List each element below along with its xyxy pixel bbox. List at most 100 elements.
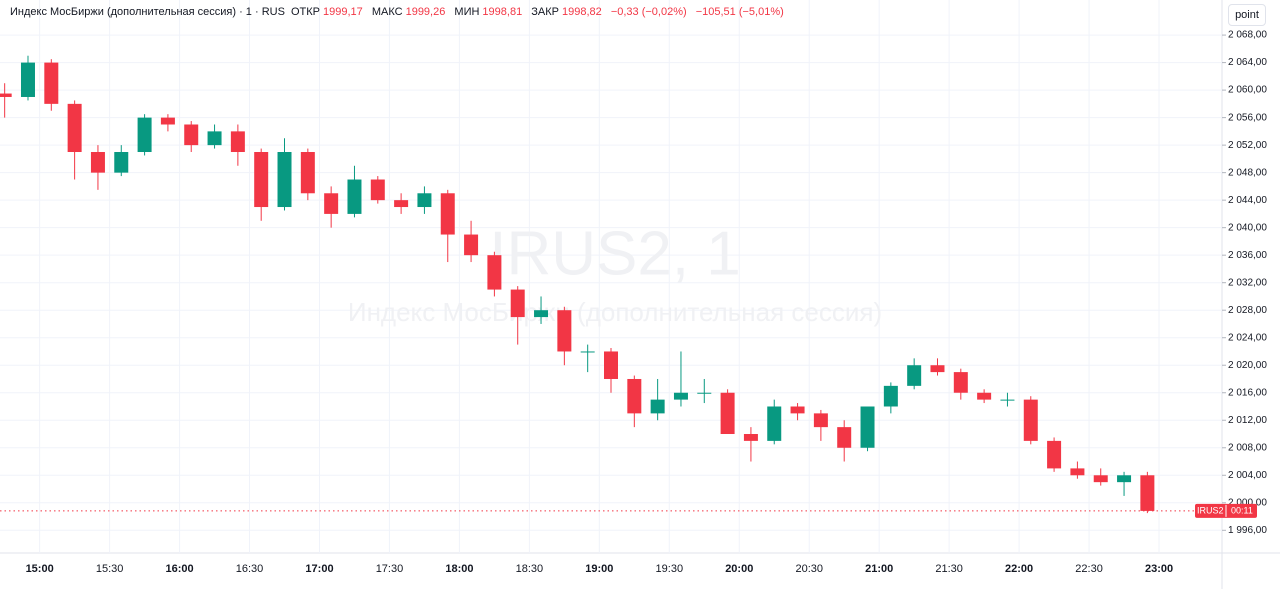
y-tick-label: 2 060,00 [1228, 85, 1267, 96]
candle-body [627, 378, 642, 414]
candle-body [207, 131, 222, 146]
candle-body [790, 406, 805, 414]
candle-body [324, 193, 339, 214]
symbol-title: Индекс МосБиржи (дополнительная сессия) … [10, 6, 285, 18]
low-value: 1998,81 [482, 6, 523, 18]
candle-body [347, 179, 362, 214]
candle-body [20, 62, 35, 97]
x-tick-label: 20:30 [795, 563, 823, 575]
candle-body [394, 200, 409, 208]
candle-body [650, 399, 665, 414]
candle-body [977, 392, 992, 400]
y-tick-label: 2 012,00 [1228, 415, 1267, 426]
y-tick-label: 2 048,00 [1228, 167, 1267, 178]
x-tick-label: 18:30 [516, 563, 544, 575]
x-tick-label: 17:00 [305, 563, 333, 575]
candle-body [137, 117, 152, 153]
x-tick-label: 16:30 [236, 563, 264, 575]
y-tick-label: 1 996,00 [1228, 525, 1267, 536]
x-tick-label: 15:00 [26, 563, 54, 575]
x-tick-label: 21:00 [865, 563, 893, 575]
y-tick-label: 2 036,00 [1228, 250, 1267, 261]
change: −0,33 (−0,02%) [610, 6, 687, 18]
candle-body [1117, 475, 1132, 483]
candle-body [114, 152, 129, 173]
y-tick-label: 2 016,00 [1228, 387, 1267, 398]
candle-body [417, 193, 432, 208]
candle-body [534, 310, 549, 318]
y-tick-label: 2 044,00 [1228, 195, 1267, 206]
change-total: −105,51 (−5,01%) [695, 6, 784, 18]
symbol-label: IRUS2 [1197, 505, 1224, 515]
y-tick-label: 2 004,00 [1228, 470, 1267, 481]
candle-body [254, 152, 269, 208]
x-tick-label: 19:30 [656, 563, 684, 575]
candle-body [907, 365, 922, 386]
y-tick-label: 2 056,00 [1228, 112, 1267, 123]
high-label: МАКС [371, 6, 403, 18]
candle-body [1023, 399, 1038, 441]
scale-button[interactable]: point [1228, 4, 1266, 26]
candle-body [44, 62, 59, 104]
candle-body [300, 152, 315, 194]
candle-body [604, 351, 618, 379]
candle-body [487, 255, 502, 290]
candle-body [860, 406, 875, 448]
candle-body [277, 152, 292, 208]
y-tick-label: 2 064,00 [1228, 57, 1267, 68]
y-tick-label: 2 068,00 [1228, 30, 1267, 41]
countdown: 00:11 [1231, 505, 1253, 515]
candle-body [510, 289, 525, 318]
x-tick-label: 22:30 [1075, 563, 1103, 575]
y-tick-label: 2 020,00 [1228, 360, 1267, 371]
y-tick-label: 2 024,00 [1228, 332, 1267, 343]
candle-body [1070, 468, 1085, 476]
candle-body [580, 351, 595, 353]
candle-body [0, 93, 12, 97]
candle-body [1140, 475, 1155, 511]
candle-body [464, 234, 479, 256]
x-tick-label: 15:30 [96, 563, 124, 575]
y-tick-label: 2 052,00 [1228, 140, 1267, 151]
candle-body [160, 117, 175, 125]
candle-body [743, 434, 758, 441]
x-tick-label: 22:00 [1005, 563, 1033, 575]
candle-body [90, 152, 105, 173]
candle-body [370, 179, 385, 201]
y-tick-label: 2 008,00 [1228, 442, 1267, 453]
candle-body [697, 392, 712, 394]
candle-body [184, 124, 199, 146]
candle-body [557, 310, 572, 352]
candle-body [67, 103, 82, 153]
candle-body [813, 413, 828, 428]
x-tick-label: 21:30 [935, 563, 963, 575]
candle-body [230, 131, 245, 153]
candle-body [1093, 475, 1108, 483]
candle-body [953, 372, 968, 393]
x-tick-label: 16:00 [165, 563, 193, 575]
close-value: 1998,82 [561, 6, 602, 18]
candle-body [1047, 440, 1062, 469]
x-tick-label: 17:30 [376, 563, 404, 575]
x-tick-label: 23:00 [1145, 563, 1173, 575]
high-value: 1999,26 [405, 6, 446, 18]
candle-body [767, 406, 782, 441]
candle-body [837, 427, 852, 448]
x-tick-label: 18:00 [445, 563, 473, 575]
watermark-subtitle: Индекс МосБиржи (дополнительная сессия) [348, 297, 882, 327]
candle-body [720, 392, 735, 435]
y-tick-label: 2 040,00 [1228, 222, 1267, 233]
x-tick-label: 20:00 [725, 563, 753, 575]
open-label: ОТКР [290, 6, 321, 18]
candle-body [1000, 399, 1015, 401]
candle-body [930, 365, 945, 373]
close-label: ЗАКР [531, 6, 559, 18]
candle-body [673, 392, 688, 400]
legend-header: Индекс МосБиржи (дополнительная сессия) … [10, 6, 790, 18]
x-tick-label: 19:00 [585, 563, 613, 575]
y-tick-label: 2 028,00 [1228, 305, 1267, 316]
y-tick-label: 2 000,00 [1228, 497, 1267, 508]
low-label: МИН [454, 6, 480, 18]
